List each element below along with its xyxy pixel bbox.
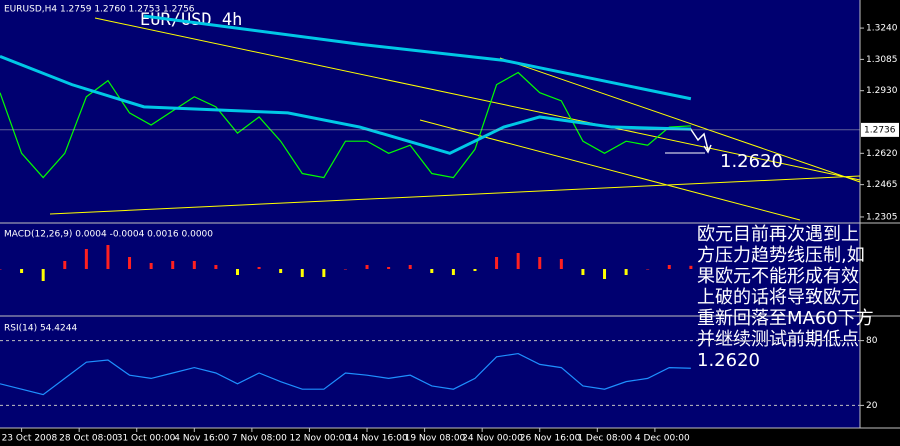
x-tick-label: 4 Nov 16:00: [174, 434, 229, 444]
histogram-bar: [322, 269, 326, 277]
x-tick-label: 24 Nov 00:00: [462, 434, 523, 444]
histogram-bar: [689, 265, 693, 269]
x-tick-label: 4 Dec 00:00: [635, 434, 690, 444]
plot-bg: [0, 0, 860, 428]
histogram-bar: [0, 269, 2, 270]
histogram-bar: [365, 265, 369, 269]
x-tick-label: 19 Nov 08:00: [405, 434, 466, 444]
histogram-bar: [84, 249, 88, 269]
histogram-bar: [235, 269, 239, 275]
series-line: [0, 71, 691, 179]
y-tick-label: 1.2620: [866, 149, 898, 159]
histogram-bar: [171, 261, 175, 269]
x-tick-label: 23 Oct 2008: [2, 434, 58, 444]
histogram-bar: [41, 269, 45, 281]
x-tick-label: 31 Oct 00:00: [117, 434, 176, 444]
histogram-bar: [538, 257, 542, 269]
annotation-line: 方压力趋势线压制,如: [697, 245, 865, 266]
histogram-bar: [257, 267, 261, 269]
histogram-bar: [581, 269, 585, 275]
x-tick-label: 12 Nov 00:00: [289, 434, 350, 444]
histogram-bar: [343, 269, 347, 270]
histogram-bar: [603, 269, 607, 279]
annotation-line: 重新回落至MA60下方: [697, 308, 874, 329]
histogram-bar: [495, 257, 499, 269]
histogram-bar: [149, 263, 153, 269]
histogram-bar: [192, 261, 196, 269]
y-tick-label: 20: [866, 401, 878, 411]
annotation-line: 并继续测试前期低点: [697, 329, 859, 350]
x-tick-label: 28 Oct 08:00: [59, 434, 118, 444]
histogram-bar: [387, 267, 391, 269]
histogram-bar: [63, 261, 67, 269]
histogram-bar: [128, 257, 132, 269]
histogram-bar: [624, 269, 628, 275]
indicator-label: MACD(12,26,9) 0.0004 -0.0004 0.0016 0.00…: [4, 230, 213, 240]
y-tick-label: 80: [866, 336, 878, 346]
y-tick-label: 1.3240: [866, 24, 898, 34]
histogram-bar: [20, 269, 24, 273]
trendline: [499, 57, 861, 183]
annotation-line: 果欧元不能形成有效: [697, 266, 859, 287]
histogram-bar: [559, 259, 563, 269]
histogram-bar: [516, 253, 520, 269]
trendline: [49, 175, 861, 215]
annotation: 欧元目前再次遇到上方压力趋势线压制,如果欧元不能形成有效上破的话将导致欧元重新回…: [697, 224, 874, 371]
annotation-line: 欧元目前再次遇到上: [697, 224, 859, 245]
histogram-bar: [106, 245, 110, 269]
x-tick-label: 14 Nov 16:00: [347, 434, 408, 444]
y-tick-label: 1.2305: [866, 212, 898, 222]
x-tick-label: 1 Dec 08:00: [577, 434, 632, 444]
level-label: 1.2620: [720, 151, 783, 172]
series-line: [143, 14, 692, 101]
histogram-bar: [646, 269, 650, 270]
arrow: [689, 127, 712, 154]
histogram-bar: [214, 265, 218, 269]
histogram-bar: [667, 265, 671, 269]
symbol-info: EURUSD,H4 1.2759 1.2760 1.2753 1.2756: [4, 5, 195, 15]
price-box: [861, 122, 899, 137]
x-tick-label: 26 Nov 16:00: [520, 434, 581, 444]
y-tick-label: 1.3085: [866, 55, 898, 65]
histogram-bar: [473, 269, 477, 271]
y-tick-label: 1.2465: [866, 180, 898, 190]
indicator-label: RSI(14) 54.4244: [4, 324, 77, 334]
annotation-line: 上破的话将导致欧元: [697, 287, 859, 308]
histogram-bar: [451, 269, 455, 275]
x-tick-label: 7 Nov 08:00: [232, 434, 287, 444]
y-tick-label: 1.2930: [866, 86, 898, 96]
series-line: [0, 54, 691, 155]
annotation-line: 1.2620: [697, 350, 760, 371]
histogram-bar: [279, 269, 283, 273]
price-label: 1.2736: [864, 125, 896, 135]
series-line: [0, 352, 691, 396]
trendline: [94, 17, 861, 181]
histogram-bar: [408, 265, 412, 269]
histogram-bar: [300, 269, 304, 277]
histogram-bar: [430, 269, 434, 273]
